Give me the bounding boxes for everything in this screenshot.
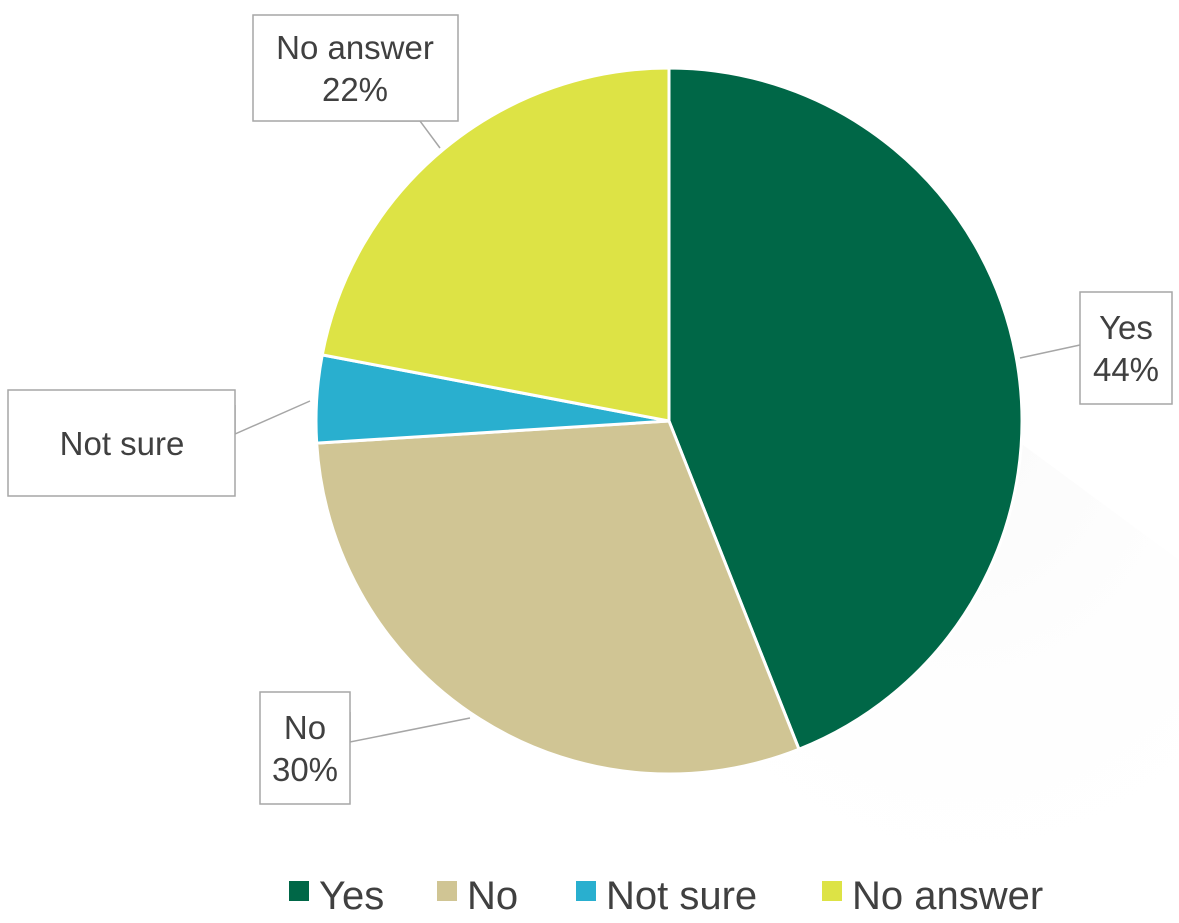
- legend-item-yes: Yes: [289, 874, 384, 918]
- data-label-not-sure: Not sure: [7, 389, 311, 497]
- data-label-no: No 30%: [259, 691, 471, 805]
- legend-item-not-sure: Not sure: [576, 874, 757, 918]
- legend-swatch-no-answer: [822, 881, 842, 901]
- data-label-value-no-answer: 22%: [322, 71, 388, 108]
- legend-swatch-no: [437, 881, 457, 901]
- legend-label-no-answer: No answer: [852, 874, 1043, 918]
- pie-slices: [314, 66, 1024, 776]
- data-label-category-no: No: [284, 709, 326, 746]
- pie-slice-yes: [667, 66, 1024, 751]
- legend-swatch-not-sure: [576, 881, 596, 901]
- data-label-category-no-answer: No answer: [276, 29, 434, 66]
- data-label-category-not-sure: Not sure: [60, 425, 185, 462]
- data-label-category-yes: Yes: [1099, 309, 1153, 346]
- legend-item-no-answer: No answer: [822, 874, 1043, 918]
- data-label-yes: Yes 44%: [1019, 291, 1173, 405]
- data-label-value-no: 30%: [272, 751, 338, 788]
- pie-slice-no: [315, 419, 801, 776]
- legend-swatch-yes: [289, 881, 309, 901]
- data-label-box-no: [259, 691, 351, 805]
- data-labels: Yes 44% No 30% Not sure No answer 22%: [7, 14, 1173, 805]
- pie-slice-no-answer: [320, 66, 671, 423]
- data-label-value-yes: 44%: [1093, 351, 1159, 388]
- data-label-box-not-sure: [7, 389, 236, 497]
- data-label-box-no-answer: [252, 14, 459, 122]
- legend-label-no: No: [467, 874, 518, 918]
- legend-label-not-sure: Not sure: [606, 874, 757, 918]
- data-label-box-yes: [1079, 291, 1173, 405]
- data-label-no-answer: No answer 22%: [252, 14, 459, 149]
- legend-item-no: No: [437, 874, 518, 918]
- legend: Yes No Not sure No answer: [289, 874, 1043, 918]
- legend-label-yes: Yes: [319, 874, 384, 918]
- leader-line-yes: [1019, 344, 1081, 359]
